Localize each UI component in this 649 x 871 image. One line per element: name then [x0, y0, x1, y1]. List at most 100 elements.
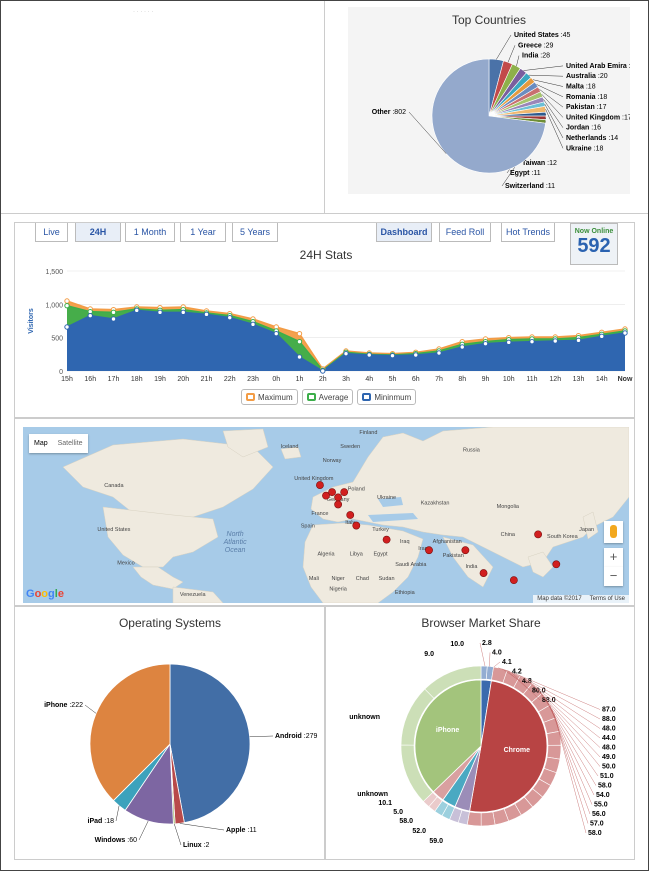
point-mininmum[interactable] — [389, 352, 396, 359]
map-label: Libya — [350, 551, 364, 557]
map-button[interactable]: Map — [34, 440, 48, 447]
x-tick-label: 20h — [177, 376, 189, 383]
operating-systems-panel: Operating Systems Android :279 Apple :11 L… — [14, 606, 325, 860]
point-mininmum[interactable] — [529, 338, 535, 345]
point-mininmum[interactable] — [64, 324, 70, 330]
map-marker[interactable] — [316, 481, 324, 489]
point-mininmum[interactable] — [203, 311, 210, 318]
tab-24h[interactable]: 24H — [75, 223, 121, 242]
point-mininmum[interactable] — [87, 312, 93, 319]
point-mininmum[interactable] — [366, 352, 372, 358]
point-mininmum[interactable] — [320, 368, 326, 374]
map-marker[interactable] — [534, 530, 542, 539]
point-mininmum[interactable] — [157, 309, 163, 316]
map-labels: Iceland Finland Sweden Norway Russia Canada Un… — [97, 430, 594, 598]
point-mininmum[interactable] — [343, 350, 349, 357]
legend-minimum[interactable]: Mininmum — [357, 389, 417, 405]
outer-slice[interactable] — [480, 811, 496, 827]
point-mininmum[interactable] — [575, 337, 582, 344]
zoom-out-button[interactable]: − — [604, 567, 623, 586]
point-mininmum[interactable] — [622, 330, 628, 336]
point-mininmum[interactable] — [552, 338, 558, 344]
land-north-america-north — [62, 438, 274, 523]
tab-dashboard[interactable]: Dashboard — [376, 223, 432, 242]
world-map[interactable]: Iceland Finland Sweden Norway Russia Canada Un… — [23, 427, 629, 603]
terms-link[interactable]: Terms of Use — [589, 596, 625, 602]
point-average[interactable] — [64, 302, 70, 309]
map-canvas: Iceland Finland Sweden Norway Russia Canada Un… — [62, 427, 629, 603]
point-mininmum[interactable] — [296, 354, 303, 360]
map-marker[interactable] — [340, 488, 349, 497]
point-mininmum[interactable] — [482, 340, 489, 347]
x-tick-label: 15h — [61, 376, 73, 383]
map-marker[interactable] — [352, 521, 361, 530]
satellite-button[interactable]: Satellite — [57, 440, 83, 447]
point-mininmum[interactable] — [110, 316, 117, 322]
map-label: Ethiopia — [395, 590, 416, 596]
tab-1-year[interactable]: 1 Year — [180, 223, 226, 242]
x-tick-label: 5h — [389, 376, 397, 383]
tab-live[interactable]: Live — [35, 223, 68, 242]
map-label: Mexico — [117, 560, 134, 566]
map-marker[interactable] — [334, 493, 343, 502]
map-marker[interactable] — [334, 500, 343, 509]
now-online-value: 592 — [577, 235, 611, 257]
pie-label-ukraine: Ukraine :18 — [566, 145, 603, 152]
outer-label: 50.0 — [602, 764, 616, 771]
pie-slice-android[interactable] — [169, 663, 251, 824]
legend-average[interactable]: Average — [301, 389, 354, 405]
inner-slice-chrome[interactable] — [469, 680, 548, 813]
zoom-in-button[interactable]: + — [604, 548, 623, 567]
tab-5-years[interactable]: 5 Years — [232, 223, 278, 242]
land-central-america — [132, 566, 184, 590]
point-maximum[interactable] — [64, 298, 70, 304]
point-mininmum[interactable] — [273, 330, 279, 337]
point-mininmum[interactable] — [180, 309, 186, 316]
map-markers[interactable] — [316, 481, 561, 585]
x-tick-label: 12h — [549, 376, 561, 383]
leader-line — [523, 65, 564, 71]
point-average[interactable] — [110, 309, 117, 316]
leader-line — [174, 823, 182, 846]
tab-hot-trends[interactable]: Hot Trends — [501, 223, 555, 242]
point-mininmum[interactable] — [459, 344, 465, 350]
map-marker[interactable] — [425, 546, 433, 555]
point-mininmum[interactable] — [413, 352, 419, 358]
map-marker[interactable] — [328, 488, 336, 497]
outer-label: 54.0 — [596, 792, 610, 799]
map-label: Japan — [579, 527, 594, 533]
inner-slice-iphone[interactable] — [414, 679, 482, 793]
point-mininmum[interactable] — [134, 307, 140, 314]
map-marker[interactable] — [322, 491, 330, 500]
tab-1-month[interactable]: 1 Month — [125, 223, 175, 242]
outer-slice[interactable] — [546, 730, 562, 746]
map-marker[interactable] — [382, 535, 391, 544]
land-africa — [302, 522, 424, 603]
pie-label-linux: Linux :2 — [183, 842, 210, 849]
tab-feed-roll[interactable]: Feed Roll — [439, 223, 491, 242]
point-mininmum[interactable] — [227, 314, 233, 321]
point-mininmum[interactable] — [506, 339, 512, 346]
x-tick-label: 4h — [365, 376, 373, 383]
point-mininmum[interactable] — [436, 350, 442, 356]
leader-line — [544, 103, 564, 139]
now-online-widget: Now Online 592 — [570, 223, 618, 265]
map-marker[interactable] — [552, 560, 561, 569]
outer-label: 58.0 — [399, 818, 413, 825]
point-mininmum[interactable] — [599, 333, 605, 340]
map-marker[interactable] — [509, 576, 518, 585]
map-marker[interactable] — [461, 546, 470, 555]
x-tick-label: 9h — [482, 376, 490, 383]
map-marker[interactable] — [346, 511, 355, 519]
leader-line — [536, 84, 564, 98]
outer-label: 55.0 — [594, 802, 608, 809]
outer-slice[interactable] — [424, 665, 482, 699]
point-average[interactable] — [296, 338, 303, 345]
map-data-text: Map data ©2017 — [537, 596, 582, 602]
pie-label-united-states: United States :45 — [514, 32, 571, 39]
map-marker[interactable] — [479, 569, 488, 577]
pegman-icon[interactable] — [604, 521, 623, 543]
legend-maximum[interactable]: Maximum — [241, 389, 298, 405]
point-mininmum[interactable] — [250, 321, 256, 328]
point-maximum[interactable] — [296, 330, 303, 337]
